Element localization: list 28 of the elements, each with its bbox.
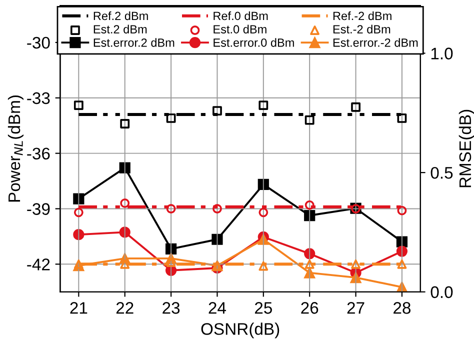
- legend-label: Ref.-2 dBm: [333, 11, 392, 20]
- legend-label: Ref.0 dBm: [214, 11, 268, 20]
- x-tick-label: 26: [301, 302, 318, 314]
- x-tick-label: 21: [70, 302, 88, 314]
- y-tick-label: -42: [27, 258, 50, 270]
- legend-label: Est.error.-2 dBm: [333, 38, 418, 47]
- legend-label: Est.0 dBm: [214, 24, 266, 34]
- x-tick-label: 25: [254, 302, 272, 314]
- legend-label: Ref.2 dBm: [94, 11, 148, 20]
- y2-tick-label: 0.5: [430, 166, 453, 179]
- y2-tick-label: 1.0: [431, 48, 453, 60]
- y2-axis-title: RMSE(dB): [458, 110, 474, 188]
- legend-label: Est.2 dBm: [94, 24, 147, 34]
- y-tick-label: -33: [27, 92, 50, 104]
- y-axis-title: Power$_{NL}$(dBm): [8, 96, 24, 202]
- x-tick-label: 28: [394, 302, 411, 314]
- y-tick-label: -39: [27, 203, 50, 215]
- x-axis-title: OSNR(dB): [201, 322, 280, 338]
- x-tick-label: 24: [208, 302, 226, 314]
- legend-label: Est.-2 dBm: [333, 24, 390, 34]
- y-tick-label: -36: [27, 148, 50, 160]
- legend-label: Est.error.0 dBm: [214, 38, 294, 47]
- x-tick-label: 23: [162, 302, 180, 314]
- x-tick-label: 22: [116, 302, 134, 314]
- y-tick-label: -30: [27, 36, 50, 49]
- y2-tick-label: 0.0: [430, 286, 453, 298]
- x-tick-label: 27: [347, 302, 364, 314]
- legend-label: Est.error.2 dBm: [94, 38, 174, 47]
